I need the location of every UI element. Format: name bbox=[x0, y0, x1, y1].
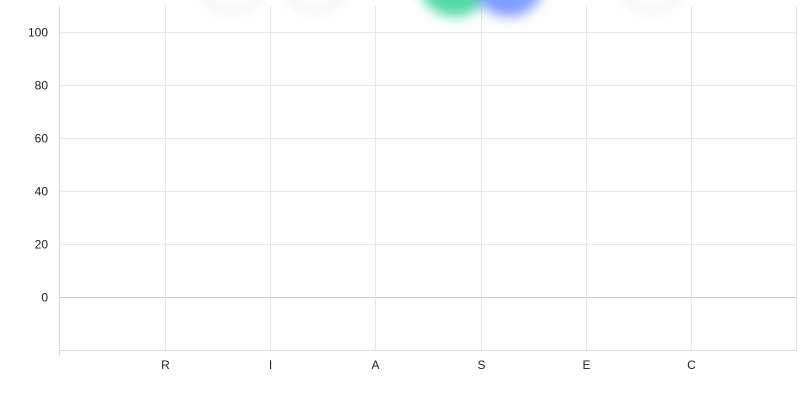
x-tick-label: S bbox=[477, 358, 485, 372]
data-marks bbox=[206, 0, 676, 17]
y-tick-label: 60 bbox=[35, 132, 49, 146]
grid bbox=[59, 6, 797, 350]
y-tick-label: 100 bbox=[28, 26, 48, 40]
x-tick-label: I bbox=[269, 358, 272, 372]
x-tick-label: C bbox=[687, 358, 696, 372]
y-tick-label: 40 bbox=[35, 185, 49, 199]
y-tick-label: 20 bbox=[35, 238, 49, 252]
data-point bbox=[424, 0, 486, 17]
y-tick-label: 0 bbox=[41, 291, 48, 305]
x-tick-label: A bbox=[371, 358, 379, 372]
data-point bbox=[206, 0, 256, 13]
axes: 0 20 40 60 80 100 R I A S E C bbox=[28, 6, 797, 372]
x-tick-label: E bbox=[582, 358, 590, 372]
data-point bbox=[290, 0, 341, 13]
data-point bbox=[478, 0, 540, 17]
x-tick-label: R bbox=[161, 358, 170, 372]
data-point bbox=[626, 0, 676, 13]
y-tick-label: 80 bbox=[35, 79, 49, 93]
